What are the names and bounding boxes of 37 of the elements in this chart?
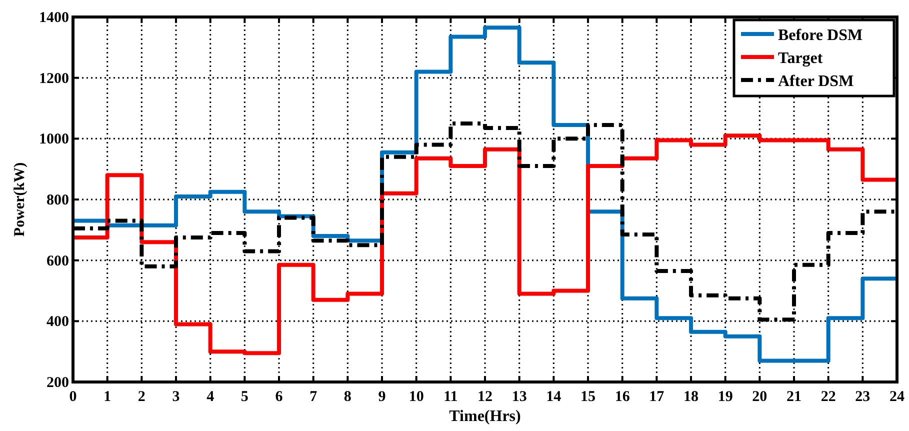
y-tick-label: 200: [46, 375, 69, 391]
x-tick-label: 24: [890, 389, 905, 405]
x-tick-label: 18: [684, 389, 698, 405]
x-tick-label: 16: [614, 389, 630, 405]
x-tick-label: 8: [344, 389, 352, 405]
x-tick-label: 14: [546, 389, 562, 405]
x-tick-label: 5: [240, 389, 248, 405]
x-tick-label: 17: [649, 389, 665, 405]
x-tick-label: 22: [820, 389, 836, 405]
x-tick-label: 13: [512, 389, 527, 405]
x-tick-label: 3: [172, 389, 180, 405]
y-tick-label: 1200: [39, 70, 69, 87]
x-tick-label: 19: [718, 389, 733, 405]
y-tick-label: 800: [46, 192, 69, 208]
x-tick-label: 11: [444, 389, 458, 405]
x-tick-label: 0: [69, 389, 77, 405]
x-axis-title: Time(Hrs): [449, 408, 521, 425]
y-tick-label: 1400: [39, 10, 69, 26]
x-tick-label: 10: [408, 389, 424, 405]
y-tick-label: 400: [46, 314, 69, 330]
x-tick-label: 21: [786, 389, 802, 405]
x-tick-label: 7: [310, 389, 318, 405]
y-tick-label: 1000: [39, 132, 69, 148]
x-tick-label: 15: [580, 389, 596, 405]
x-tick-label: 9: [378, 389, 386, 405]
x-tick-label: 2: [138, 389, 146, 405]
x-tick-label: 1: [104, 389, 112, 405]
x-tick-label: 23: [855, 389, 870, 405]
x-tick-label: 12: [478, 389, 492, 405]
y-tick-label: 600: [46, 253, 69, 270]
x-tick-label: 6: [275, 389, 284, 405]
legend-label: After DSM: [778, 73, 854, 90]
x-tick-label: 20: [752, 389, 768, 405]
x-tick-label: 4: [206, 389, 215, 405]
legend-label: Before DSM: [778, 27, 863, 44]
legend-label: Target: [778, 50, 824, 67]
y-axis-title: Power(kW): [12, 162, 28, 237]
